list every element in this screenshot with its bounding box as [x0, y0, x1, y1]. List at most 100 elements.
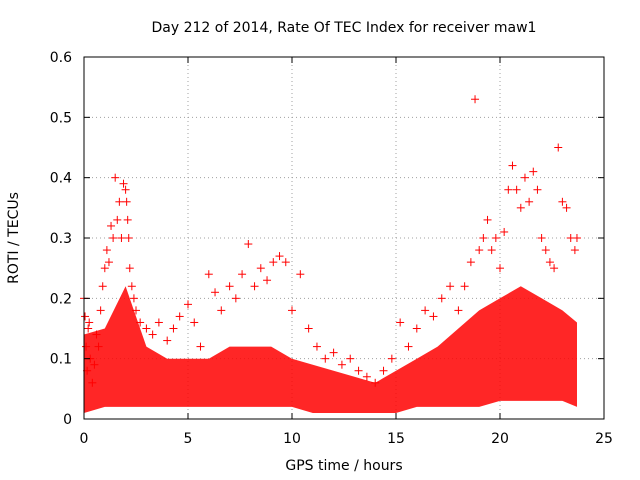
data-point [545, 258, 554, 267]
roti-density-band [84, 286, 577, 413]
data-point [496, 264, 504, 273]
data-point [122, 197, 131, 206]
data-point [500, 227, 509, 236]
data-point [119, 179, 128, 188]
data-point [321, 354, 330, 363]
data-point [466, 258, 475, 267]
data-point [550, 264, 559, 273]
data-point [163, 336, 172, 345]
data-point [184, 300, 192, 309]
data-point [508, 161, 517, 170]
data-point [132, 306, 140, 315]
data-point [96, 306, 105, 315]
y-tick-label: 0.5 [50, 110, 72, 126]
data-point [244, 240, 253, 249]
data-point [123, 215, 132, 224]
data-point [288, 306, 296, 315]
data-point [516, 203, 525, 212]
data-point [109, 234, 118, 242]
data-point [281, 258, 290, 267]
data-point [558, 197, 567, 206]
data-point [570, 246, 579, 255]
data-point [296, 270, 305, 279]
data-point [169, 324, 178, 333]
x-tick-label: 15 [387, 431, 405, 447]
data-point [269, 258, 278, 267]
data-point [475, 246, 484, 255]
data-point [238, 270, 247, 279]
data-point [115, 197, 124, 206]
data-point [371, 378, 380, 387]
data-point [204, 270, 213, 279]
data-point [404, 342, 413, 351]
x-axis-label: GPS time / hours [285, 458, 402, 474]
data-point [429, 312, 438, 321]
x-tick-label: 5 [184, 431, 193, 447]
x-tick-label: 0 [80, 431, 89, 447]
y-tick-label: 0.1 [50, 352, 72, 368]
data-point [98, 282, 107, 291]
data-point [121, 185, 130, 194]
data-point [304, 324, 313, 333]
data-point [460, 282, 469, 291]
data-point [537, 234, 546, 242]
data-point [512, 185, 521, 194]
data-point [90, 360, 99, 369]
data-point [479, 234, 488, 242]
y-tick-label: 0 [63, 412, 72, 428]
data-point [104, 258, 113, 267]
data-point [412, 324, 421, 333]
data-point [217, 306, 226, 315]
data-point [471, 95, 480, 104]
data-point [346, 354, 355, 363]
data-point [396, 318, 405, 327]
data-point [362, 372, 371, 381]
data-point [231, 294, 240, 303]
data-point [572, 234, 581, 242]
data-point [454, 306, 463, 315]
data-point [225, 282, 234, 291]
data-point [275, 252, 284, 261]
data-point [100, 264, 109, 273]
data-point [329, 348, 338, 357]
data-point [84, 324, 93, 333]
data-point [437, 294, 446, 303]
data-point [354, 366, 363, 375]
data-point [81, 312, 90, 321]
data-point [387, 354, 396, 363]
axis-ticks: 0 5 10 15 20 25 0 0.1 0.2 0.3 0.4 0.5 0.6 [50, 50, 613, 447]
data-point [520, 173, 529, 182]
data-point [92, 330, 101, 339]
chart-title: Day 212 of 2014, Rate Of TEC Index for r… [152, 20, 537, 36]
data-point [113, 215, 122, 224]
data-point [88, 378, 97, 387]
data-point [129, 294, 138, 303]
data-point [107, 221, 116, 230]
data-point [554, 143, 563, 152]
data-point [85, 318, 94, 327]
data-point [533, 185, 542, 194]
data-point [136, 318, 145, 327]
data-point [529, 167, 538, 176]
data-point [525, 197, 534, 206]
data-point [102, 246, 111, 255]
x-tick-label: 10 [283, 431, 301, 447]
y-tick-label: 0.3 [50, 231, 72, 247]
data-point [250, 282, 259, 291]
y-axis-label: ROTI / TECUs [6, 192, 22, 284]
data-point [491, 234, 500, 242]
data-point [256, 264, 265, 273]
data-point [421, 306, 430, 315]
data-point [94, 342, 103, 351]
data-point [337, 360, 346, 369]
data-point [124, 234, 133, 242]
data-point [562, 203, 571, 212]
data-point [211, 288, 220, 297]
data-point [111, 173, 120, 182]
y-tick-label: 0.4 [50, 171, 72, 187]
data-point [148, 330, 157, 339]
y-tick-label: 0.6 [50, 50, 72, 66]
data-points [80, 95, 581, 387]
data-point [190, 318, 199, 327]
